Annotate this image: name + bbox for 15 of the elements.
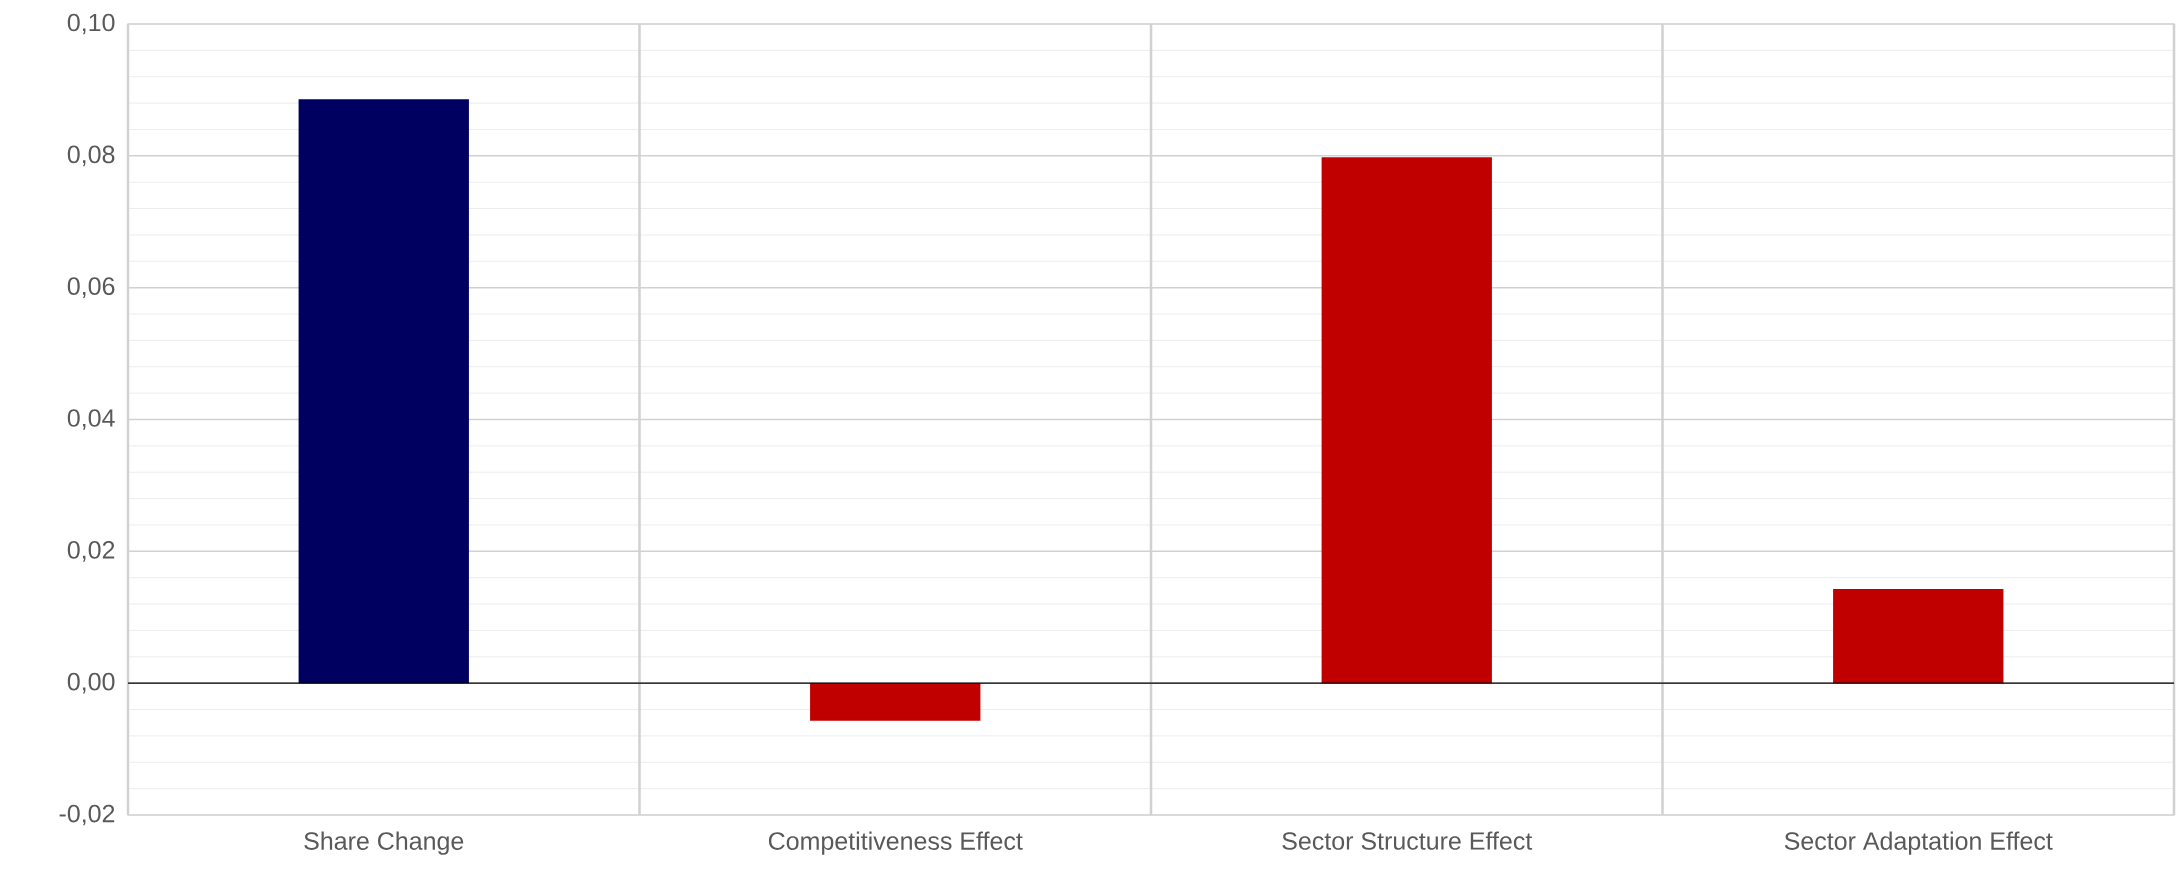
bar: [810, 683, 981, 721]
bar: [1321, 157, 1492, 684]
x-tick-label: Sector Adaptation Effect: [1784, 831, 2053, 855]
y-tick-label: -0,02: [59, 804, 115, 826]
y-tick-label: 0,00: [67, 672, 115, 694]
y-tick-label: 0,06: [67, 277, 115, 298]
x-tick-label: Sector Structure Effect: [1282, 831, 1533, 850]
bar: [1833, 588, 2004, 684]
y-tick-label: 0,02: [67, 541, 115, 562]
y-tick-label: 0,08: [67, 145, 115, 167]
x-tick-label: Competitiveness Effect: [768, 831, 1023, 855]
x-tick-label: Share Change: [304, 831, 464, 855]
y-tick-label: 0,10: [67, 13, 115, 35]
y-tick-label: 0,04: [67, 409, 115, 430]
bar: [298, 99, 469, 684]
